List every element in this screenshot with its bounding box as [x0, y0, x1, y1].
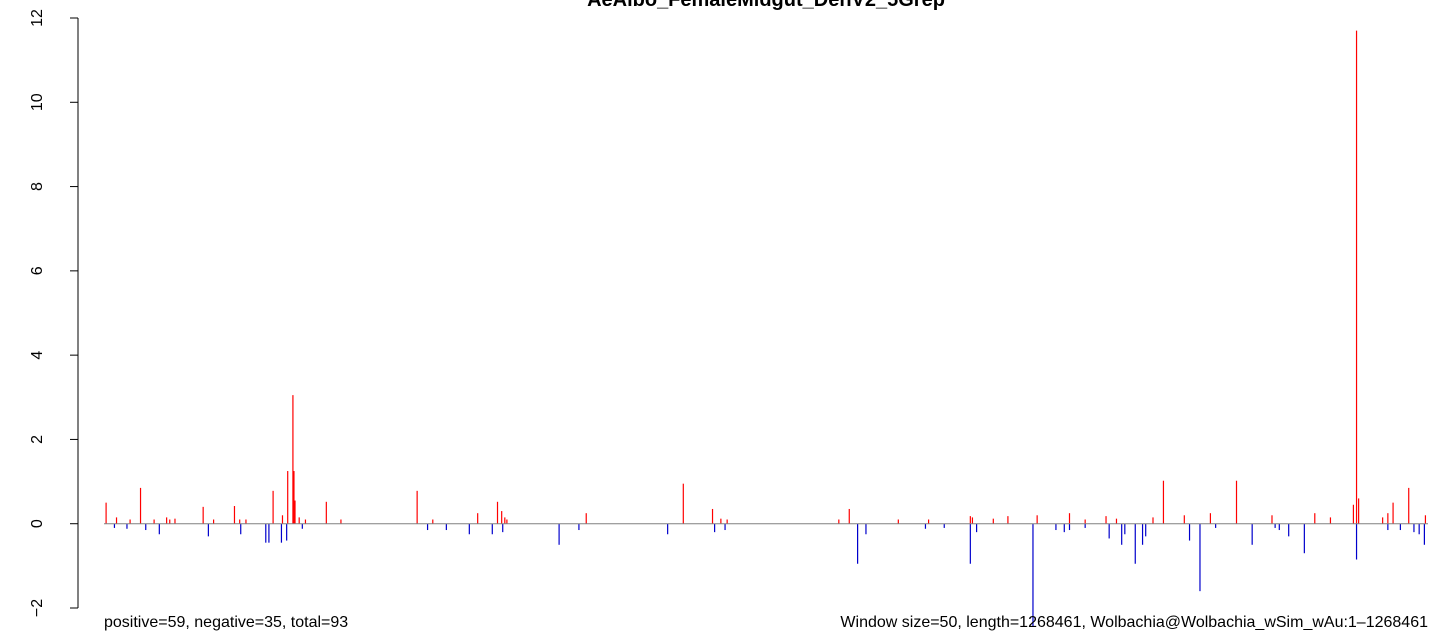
- footer-window-info: Window size=50, length=1268461, Wolbachi…: [840, 614, 1428, 631]
- y-axis: −2 0 2 4 6 8 10 12: [29, 9, 79, 617]
- y-tick-label: 6: [29, 266, 46, 275]
- y-tick-label: −2: [29, 599, 46, 617]
- y-tick-label: 2: [29, 435, 46, 444]
- bar-group: [105, 30, 1427, 627]
- y-tick-label: 0: [29, 519, 46, 528]
- footer-summary: positive=59, negative=35, total=93: [104, 614, 348, 631]
- y-tick-label: 8: [29, 182, 46, 191]
- y-tick-label: 4: [29, 351, 46, 360]
- y-tick-label: 12: [29, 9, 46, 27]
- chart-title: AeAlbo_FemaleMidgut_DenV2_5Grep: [587, 0, 945, 11]
- y-tick-label: 10: [29, 93, 46, 111]
